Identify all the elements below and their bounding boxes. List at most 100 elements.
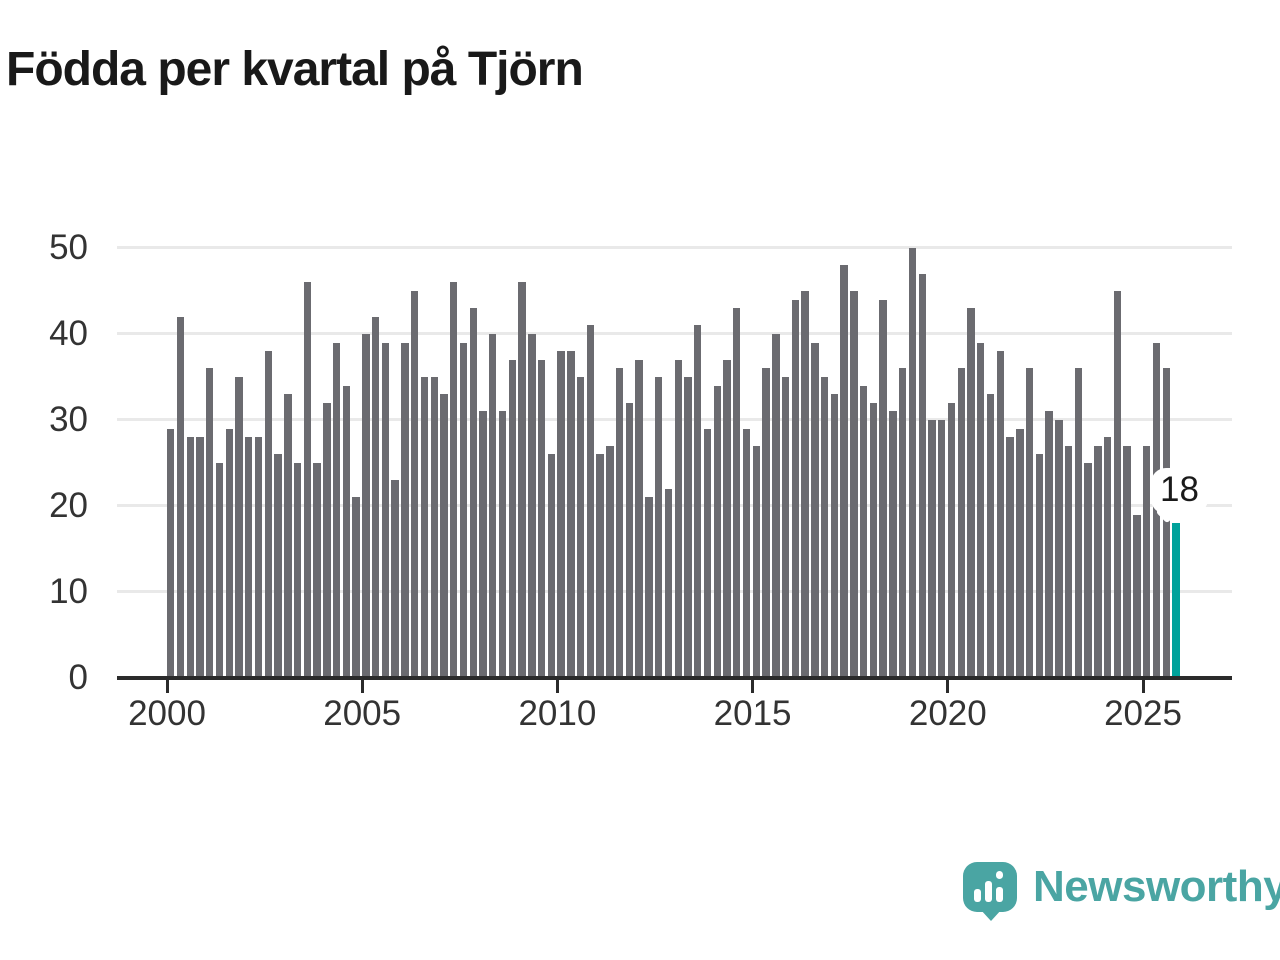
bar bbox=[1025, 368, 1034, 678]
bar bbox=[537, 359, 546, 678]
x-tick-label-2010: 2010 bbox=[518, 694, 597, 733]
bar bbox=[635, 359, 643, 678]
bar bbox=[840, 265, 848, 678]
bar bbox=[371, 316, 380, 678]
bar bbox=[303, 282, 312, 678]
bar bbox=[284, 394, 292, 678]
bar bbox=[411, 291, 419, 678]
logo-bar-3 bbox=[996, 887, 1003, 902]
bar bbox=[264, 351, 272, 678]
bar bbox=[606, 445, 614, 678]
gridline-30 bbox=[117, 418, 1232, 421]
logo-exclamation-dot bbox=[996, 871, 1003, 879]
y-tick-label-50: 50 bbox=[49, 228, 88, 267]
bar bbox=[1094, 445, 1102, 678]
bar bbox=[1162, 368, 1170, 678]
bars-container bbox=[167, 248, 1227, 678]
bar bbox=[859, 385, 868, 678]
bar bbox=[206, 368, 214, 678]
x-axis-line bbox=[117, 676, 1232, 680]
bar bbox=[196, 437, 204, 678]
x-tick-2010 bbox=[555, 680, 559, 693]
bar bbox=[977, 342, 985, 678]
last-value-label: 18 bbox=[1151, 468, 1208, 514]
bar bbox=[801, 291, 809, 678]
x-tick-2025 bbox=[1141, 680, 1145, 693]
bar bbox=[713, 385, 721, 678]
chart-title: Födda per kvartal på Tjörn bbox=[6, 43, 584, 96]
bar bbox=[1035, 454, 1044, 678]
bar bbox=[615, 368, 624, 678]
bar bbox=[225, 428, 233, 678]
bar bbox=[274, 454, 282, 678]
bar bbox=[254, 437, 263, 678]
bar bbox=[674, 359, 682, 678]
bar bbox=[996, 351, 1004, 678]
bar bbox=[362, 334, 370, 678]
bar bbox=[489, 334, 497, 678]
bar bbox=[1084, 463, 1092, 678]
y-tick-label-10: 10 bbox=[49, 572, 88, 611]
bar bbox=[518, 282, 526, 678]
y-tick-label-20: 20 bbox=[49, 486, 88, 525]
logo-bar-1 bbox=[974, 889, 981, 902]
bar bbox=[352, 497, 360, 678]
bar bbox=[752, 445, 760, 678]
bar bbox=[850, 291, 858, 678]
bar bbox=[791, 299, 800, 678]
bar bbox=[703, 428, 712, 678]
x-tick-label-2015: 2015 bbox=[713, 694, 792, 733]
bar bbox=[723, 359, 731, 678]
gridline-10 bbox=[117, 590, 1232, 593]
bar bbox=[342, 385, 351, 678]
bar bbox=[967, 308, 975, 678]
bar bbox=[645, 497, 653, 678]
gridline-40 bbox=[117, 332, 1232, 335]
bar bbox=[830, 394, 839, 678]
bar bbox=[596, 454, 604, 678]
x-tick-2000 bbox=[165, 680, 169, 693]
bar bbox=[986, 394, 995, 678]
bar bbox=[1055, 420, 1063, 678]
bar bbox=[167, 428, 175, 678]
bar bbox=[1133, 514, 1141, 678]
logo-bar-2 bbox=[985, 881, 992, 902]
bar bbox=[733, 308, 741, 678]
bar bbox=[235, 377, 243, 678]
bar bbox=[1143, 445, 1151, 678]
x-tick-2005 bbox=[360, 680, 364, 693]
bar bbox=[938, 420, 946, 678]
bar bbox=[245, 437, 253, 678]
bar bbox=[547, 454, 556, 678]
bar bbox=[401, 342, 409, 678]
bar bbox=[528, 334, 536, 678]
bar bbox=[450, 282, 458, 678]
bar bbox=[557, 351, 565, 678]
bar bbox=[811, 342, 819, 678]
bar bbox=[664, 488, 673, 678]
bar bbox=[1113, 291, 1122, 678]
bar bbox=[215, 463, 224, 678]
bar bbox=[879, 299, 887, 678]
x-tick-2015 bbox=[751, 680, 755, 693]
bar bbox=[781, 377, 790, 678]
x-tick-label-2005: 2005 bbox=[323, 694, 402, 733]
bar bbox=[684, 377, 692, 678]
bar bbox=[430, 377, 438, 678]
gridline-50 bbox=[117, 246, 1232, 249]
speech-bubble-tail bbox=[980, 909, 1002, 921]
bar bbox=[332, 342, 341, 678]
bar bbox=[820, 377, 829, 678]
chart-area: 18 bbox=[117, 246, 1232, 678]
y-tick-label-40: 40 bbox=[49, 314, 88, 353]
bar bbox=[1123, 445, 1131, 678]
bar bbox=[694, 325, 702, 678]
bar bbox=[1006, 437, 1014, 678]
bar bbox=[889, 411, 897, 678]
bar bbox=[908, 248, 917, 678]
bar bbox=[420, 377, 429, 678]
bar bbox=[323, 402, 331, 678]
bar bbox=[869, 402, 878, 678]
bar bbox=[918, 273, 926, 678]
x-tick-label-2000: 2000 bbox=[128, 694, 206, 733]
